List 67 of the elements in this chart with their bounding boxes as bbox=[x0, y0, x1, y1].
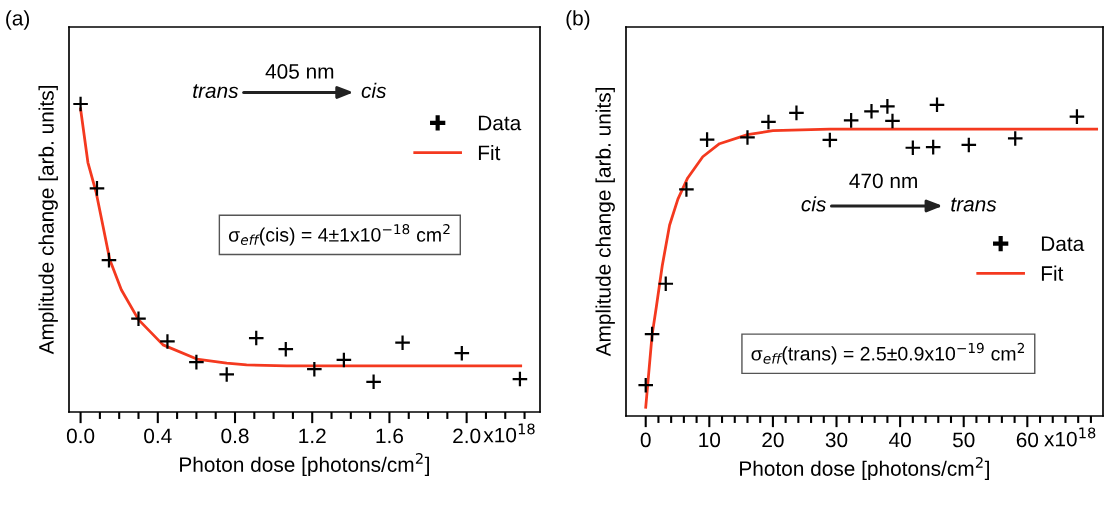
point bbox=[698, 131, 716, 149]
annotation: σ$_{eff}$(cis) = 4±1x10$^{−18}$ cm$^{2}$ bbox=[228, 224, 450, 246]
y-axis-title: Amplitude change [arb. units] bbox=[595, 88, 615, 357]
point bbox=[72, 95, 89, 113]
annotation: σ$_{eff}$(trans) = 2.5±0.9x10$^{−19}$ cm$^{2}$ bbox=[751, 342, 1025, 365]
point bbox=[924, 138, 942, 156]
x-axis-title: Photon dose [photons/cm$^{2}$] bbox=[180, 452, 429, 477]
x-tick-label: 60 bbox=[1016, 432, 1039, 448]
annotation: 470 nm bbox=[849, 173, 917, 189]
x-axis-title: Photon dose [photons/cm$^{2}$] bbox=[740, 456, 989, 481]
x-tick-label: 1.2 bbox=[299, 428, 326, 444]
x-tick-label: 0.8 bbox=[221, 428, 249, 444]
point bbox=[100, 251, 118, 269]
annotation: cis bbox=[801, 196, 826, 212]
x-tick-label: 30 bbox=[825, 432, 848, 448]
point bbox=[1006, 130, 1024, 147]
y-axis-title: Amplitude change [arb. units] bbox=[38, 86, 58, 355]
text: 405 nm bbox=[265, 64, 334, 79]
annotation: trans bbox=[951, 197, 997, 212]
point bbox=[643, 325, 661, 343]
x-tick-label: 0.0 bbox=[66, 428, 95, 444]
text: trans bbox=[193, 84, 239, 99]
point bbox=[218, 366, 236, 383]
legend-label: Fit bbox=[1041, 265, 1064, 281]
chart-title: (a) bbox=[6, 10, 30, 30]
x-tick-label: 50 bbox=[952, 432, 975, 448]
point bbox=[739, 129, 756, 146]
point bbox=[760, 113, 777, 131]
point bbox=[637, 376, 655, 394]
point bbox=[130, 310, 147, 328]
point bbox=[305, 360, 323, 378]
point bbox=[247, 329, 265, 347]
text: x10$^{18}$ bbox=[1044, 427, 1096, 447]
x-tick-label: 40 bbox=[889, 432, 911, 448]
point bbox=[511, 370, 529, 388]
point bbox=[453, 344, 471, 362]
legend-label: Fit bbox=[478, 144, 501, 161]
point bbox=[159, 333, 176, 350]
point bbox=[928, 96, 946, 114]
legend-label: Data bbox=[478, 115, 522, 131]
point bbox=[277, 340, 295, 358]
point bbox=[863, 102, 880, 120]
text: x10$^{18}$ bbox=[483, 423, 535, 443]
x-tick-label: 1.6 bbox=[376, 428, 403, 444]
x-tick-label: 0 bbox=[640, 432, 651, 448]
point bbox=[904, 139, 922, 157]
x-tick-label: 10 bbox=[699, 432, 721, 448]
point bbox=[821, 131, 839, 149]
point bbox=[1068, 108, 1086, 126]
point bbox=[335, 351, 353, 369]
point bbox=[960, 136, 978, 154]
point bbox=[657, 275, 675, 293]
point bbox=[394, 334, 411, 352]
point bbox=[188, 353, 205, 371]
point bbox=[788, 104, 805, 122]
point bbox=[879, 97, 896, 115]
x-tick-label: 2.0 bbox=[453, 428, 481, 444]
legend-label: Data bbox=[1041, 236, 1085, 252]
point bbox=[678, 181, 695, 198]
text: cis bbox=[361, 82, 387, 99]
point bbox=[842, 111, 860, 129]
point bbox=[365, 373, 382, 391]
point bbox=[88, 180, 106, 197]
point bbox=[884, 112, 901, 130]
chart-title: (b) bbox=[566, 10, 590, 30]
x-tick-label: 20 bbox=[762, 432, 784, 448]
x-tick-label: 0.4 bbox=[144, 428, 172, 444]
